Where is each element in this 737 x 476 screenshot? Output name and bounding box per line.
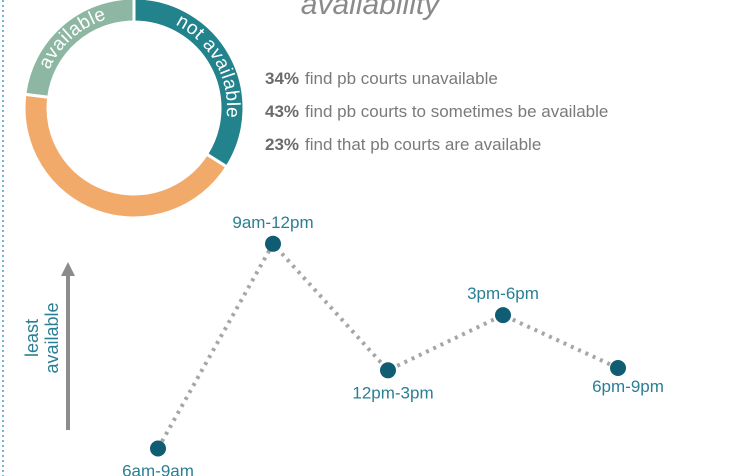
- point: [265, 235, 281, 252]
- segment-label: available: [35, 4, 109, 73]
- x-category-label: 9am-12pm: [232, 213, 313, 232]
- point: [380, 362, 396, 379]
- point: [610, 360, 626, 376]
- x-category-label: 6am-9am: [122, 462, 194, 476]
- stat-percent: 43%: [265, 102, 299, 121]
- stat-caption: find pb courts unavailable: [305, 69, 498, 88]
- stat-line: 43% find pb courts to sometimes be availa…: [265, 102, 608, 121]
- x-category-label: 6pm-9pm: [592, 377, 664, 396]
- x-category-label: 3pm-6pm: [467, 284, 539, 303]
- chart-title: availability: [301, 0, 441, 21]
- stat-line: 23% find that pb courts are available: [265, 135, 541, 154]
- line: [156, 240, 619, 450]
- segment-label-path: available: [35, 4, 109, 73]
- axis-arrow-head: [61, 262, 75, 276]
- y-axis-label: available: [42, 302, 62, 373]
- stat-caption: find that pb courts are available: [305, 135, 541, 154]
- point: [495, 307, 511, 324]
- x-category-label: 12pm-3pm: [352, 383, 433, 402]
- stat-caption: find pb courts to sometimes be available: [305, 102, 608, 121]
- y-axis-label: least: [22, 319, 42, 357]
- donut-segment: [23, 0, 136, 99]
- point: [150, 440, 166, 457]
- stat-line: 34% find pb courts unavailable: [265, 69, 498, 88]
- stat-percent: 23%: [265, 135, 299, 154]
- stat-percent: 34%: [265, 69, 299, 88]
